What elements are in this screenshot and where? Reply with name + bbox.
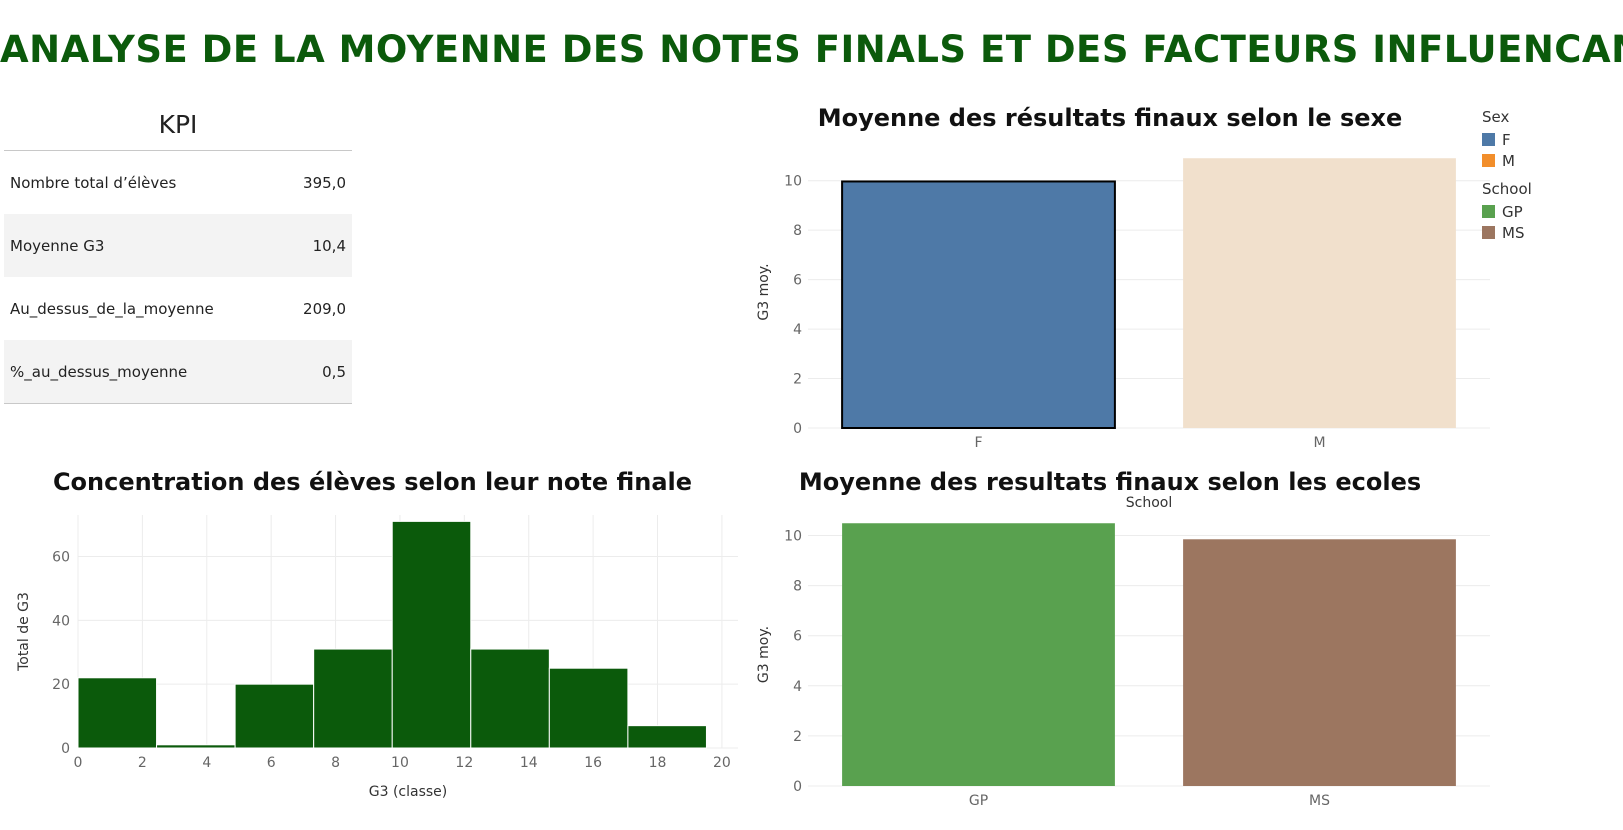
kpi-value: 10,4 bbox=[312, 236, 346, 255]
histogram-bar bbox=[548, 667, 629, 749]
x-tick-label: 12 bbox=[455, 755, 473, 771]
sex-bar-chart: 0 2 4 6 8 10 G3 moy. F M bbox=[756, 158, 1490, 451]
legend-item-ms[interactable]: MS bbox=[1482, 222, 1532, 243]
y-tick-label: 8 bbox=[793, 223, 802, 239]
y-tick-label: 8 bbox=[793, 579, 802, 595]
legend-item-m[interactable]: M bbox=[1482, 150, 1532, 171]
histogram-bar bbox=[627, 725, 707, 749]
y-axis-label: G3 moy. bbox=[756, 626, 772, 683]
legend-item-gp[interactable]: GP bbox=[1482, 201, 1532, 222]
histogram-bar bbox=[391, 520, 472, 749]
x-tick-label: 2 bbox=[138, 755, 147, 771]
x-tick-label: 16 bbox=[584, 755, 602, 771]
kpi-label: Nombre total d’élèves bbox=[10, 173, 177, 192]
kpi-panel: KPI Nombre total d’élèves 395,0 Moyenne … bbox=[4, 100, 352, 404]
kpi-row-total-students[interactable]: Nombre total d’élèves 395,0 bbox=[4, 151, 352, 214]
bar-ms bbox=[1183, 539, 1456, 786]
legend-item-f[interactable]: F bbox=[1482, 129, 1532, 150]
y-tick-label: 6 bbox=[793, 629, 802, 645]
y-tick-label: 4 bbox=[793, 322, 802, 338]
kpi-label: %_au_dessus_moyenne bbox=[10, 362, 188, 381]
legend-sex-title: Sex bbox=[1482, 108, 1510, 126]
histogram-bar bbox=[77, 677, 158, 749]
histogram-bar bbox=[313, 648, 393, 749]
histogram-bar bbox=[156, 744, 236, 749]
legend-school-title: School bbox=[1482, 180, 1532, 198]
x-tick-label: 14 bbox=[520, 755, 538, 771]
x-tick-label: 8 bbox=[331, 755, 340, 771]
legend-swatch bbox=[1482, 205, 1495, 218]
y-axis-label: G3 moy. bbox=[756, 263, 772, 320]
x-tick-label: 4 bbox=[202, 755, 211, 771]
x-tick-label: M bbox=[1313, 435, 1325, 451]
y-tick-label: 60 bbox=[52, 549, 70, 565]
legend-label: GP bbox=[1502, 202, 1523, 221]
legend: Sex F M School GP MS bbox=[1482, 106, 1532, 243]
x-tick-label: 10 bbox=[391, 755, 409, 771]
kpi-table: Nombre total d’élèves 395,0 Moyenne G3 1… bbox=[4, 151, 352, 404]
x-tick-label: 20 bbox=[713, 755, 731, 771]
legend-swatch bbox=[1482, 226, 1495, 239]
hist-chart-title: Concentration des élèves selon leur note… bbox=[52, 468, 693, 496]
school-chart-title: Moyenne des resultats finaux selon les e… bbox=[798, 468, 1422, 496]
kpi-label: Moyenne G3 bbox=[10, 236, 105, 255]
bar-m bbox=[1183, 158, 1456, 428]
kpi-title: KPI bbox=[4, 100, 352, 151]
kpi-row-mean-g3[interactable]: Moyenne G3 10,4 bbox=[4, 214, 352, 277]
y-tick-label: 0 bbox=[61, 741, 70, 757]
y-tick-label: 0 bbox=[793, 421, 802, 437]
y-tick-label: 0 bbox=[793, 779, 802, 795]
kpi-value: 209,0 bbox=[303, 299, 346, 318]
legend-label: M bbox=[1502, 151, 1515, 170]
x-tick-label: 18 bbox=[649, 755, 667, 771]
histogram-bar bbox=[234, 683, 315, 749]
x-tick-label: 6 bbox=[267, 755, 276, 771]
y-tick-label: 10 bbox=[784, 529, 802, 545]
y-tick-label: 6 bbox=[793, 273, 802, 289]
kpi-row-above-mean[interactable]: Au_dessus_de_la_moyenne 209,0 bbox=[4, 277, 352, 340]
x-tick-label: 0 bbox=[74, 755, 83, 771]
sex-chart-title: Moyenne des résultats finaux selon le se… bbox=[817, 104, 1403, 132]
bar-gp bbox=[842, 523, 1115, 786]
grade-histogram: 0 20 40 60 0 2 4 6 8 10 12 14 16 18 20 G3 (classe) Total… bbox=[16, 515, 738, 800]
column-header: School bbox=[1126, 495, 1172, 511]
legend-swatch bbox=[1482, 154, 1495, 167]
kpi-label: Au_dessus_de_la_moyenne bbox=[10, 299, 214, 318]
y-tick-label: 40 bbox=[52, 613, 70, 629]
kpi-value: 0,5 bbox=[322, 362, 346, 381]
legend-sex: Sex F M bbox=[1482, 108, 1532, 171]
y-tick-label: 10 bbox=[784, 174, 802, 190]
x-tick-label: F bbox=[974, 435, 982, 451]
dashboard-title: ANALYSE DE LA MOYENNE DES NOTES FINALS E… bbox=[0, 28, 1623, 71]
x-tick-label: GP bbox=[969, 793, 988, 809]
y-tick-label: 2 bbox=[793, 372, 802, 388]
kpi-row-pct-above-mean[interactable]: %_au_dessus_moyenne 0,5 bbox=[4, 340, 352, 403]
legend-label: F bbox=[1502, 130, 1511, 149]
y-axis-label: Total de G3 bbox=[16, 592, 32, 672]
legend-swatch bbox=[1482, 133, 1495, 146]
y-tick-label: 20 bbox=[52, 677, 70, 693]
x-tick-label: MS bbox=[1309, 793, 1330, 809]
x-axis-label: G3 (classe) bbox=[369, 784, 448, 800]
kpi-value: 395,0 bbox=[303, 173, 346, 192]
y-tick-label: 4 bbox=[793, 679, 802, 695]
bar-f bbox=[841, 180, 1116, 430]
school-bar-chart: 0 2 4 6 8 10 G3 moy. School GP MS bbox=[756, 495, 1490, 809]
legend-label: MS bbox=[1502, 223, 1525, 242]
y-tick-label: 2 bbox=[793, 729, 802, 745]
legend-school: School GP MS bbox=[1482, 180, 1532, 243]
histogram-bar bbox=[470, 648, 550, 749]
